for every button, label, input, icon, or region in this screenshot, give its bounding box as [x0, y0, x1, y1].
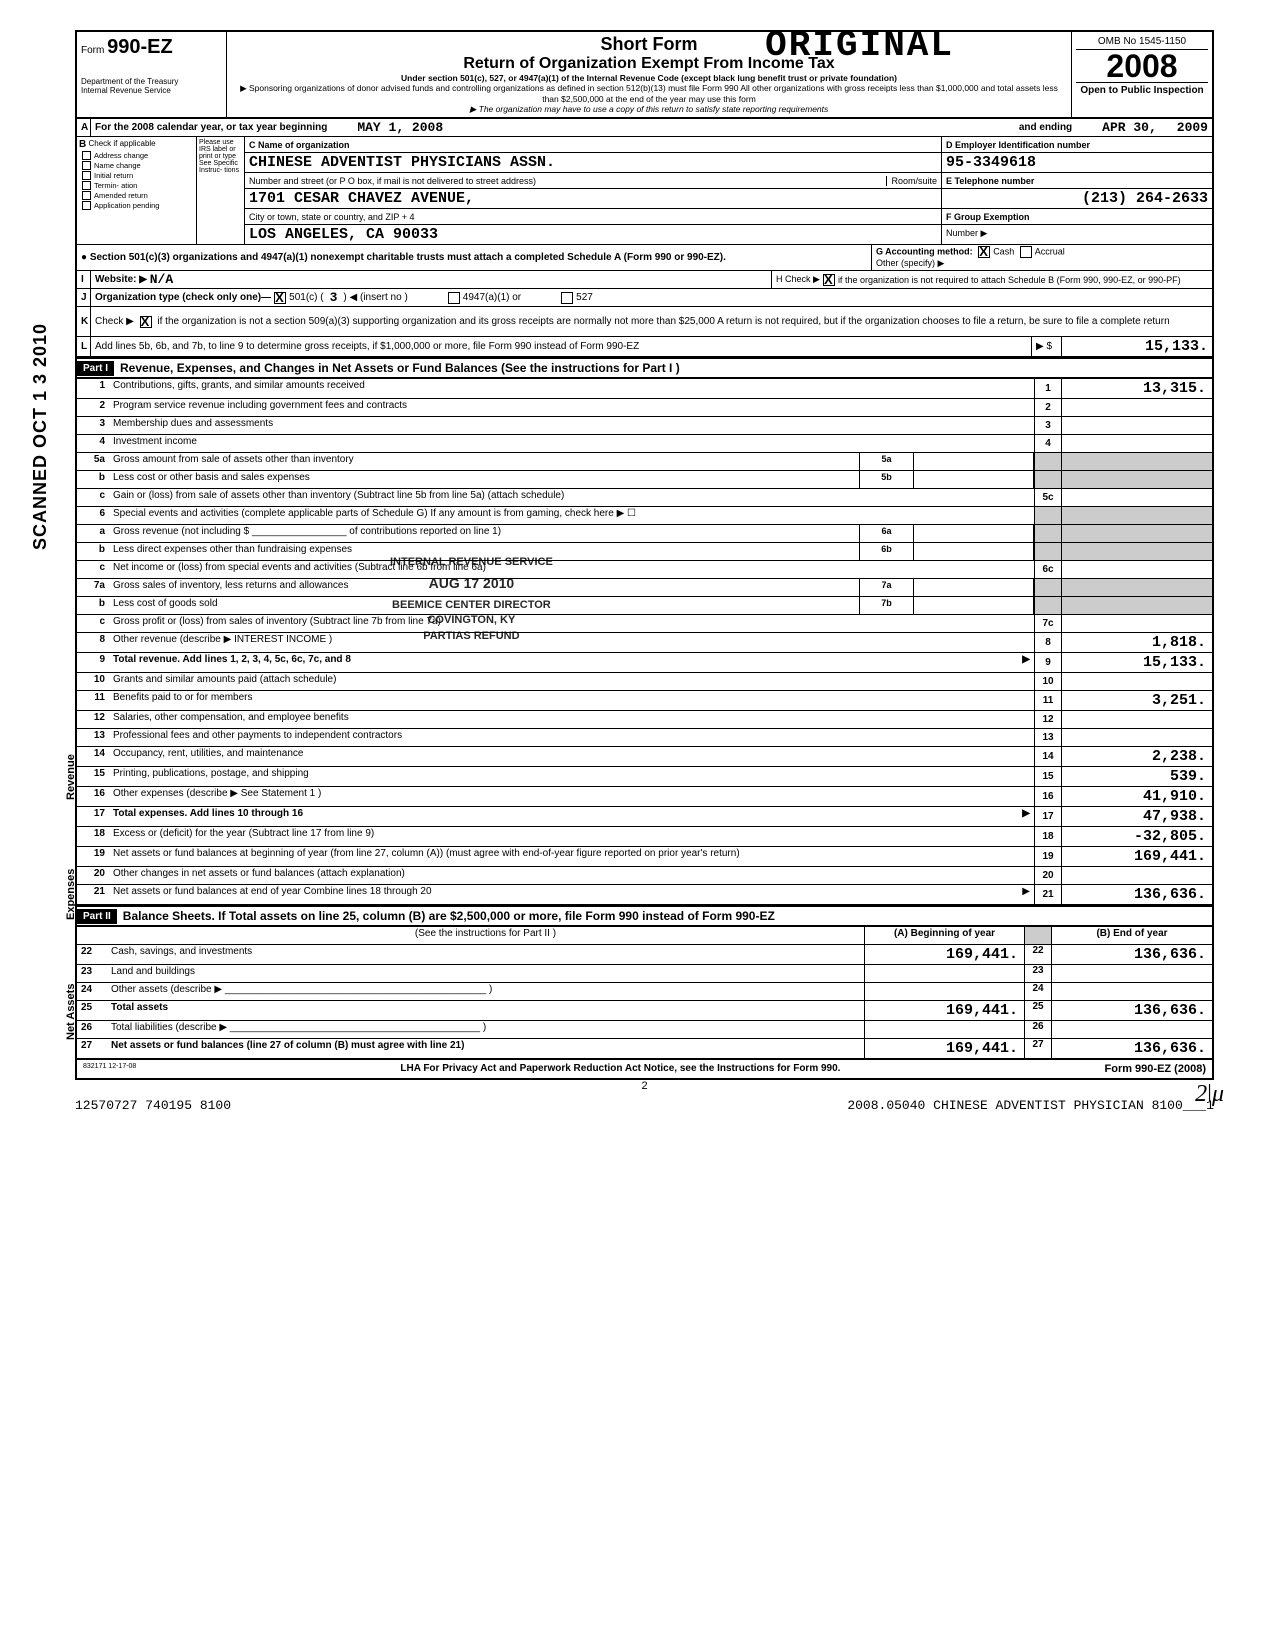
part1-line: aGross revenue (not including $ ________… — [77, 525, 1212, 543]
org-name: CHINESE ADVENTIST PHYSICIANS ASSN. — [249, 154, 555, 171]
part1-line: 5aGross amount from sale of assets other… — [77, 453, 1212, 471]
scanned-stamp: SCANNED OCT 1 3 2010 — [30, 323, 51, 550]
part1-header: Part I Revenue, Expenses, and Changes in… — [77, 357, 1212, 379]
part1-line: 10Grants and similar amounts paid (attac… — [77, 673, 1212, 691]
part2-line: 26Total liabilities (describe ▶ ________… — [77, 1021, 1212, 1039]
org-street: 1701 CESAR CHAVEZ AVENUE, — [249, 190, 474, 207]
part1-line: 18Excess or (deficit) for the year (Subt… — [77, 827, 1212, 847]
original-stamp: ORIGINAL — [765, 25, 954, 66]
part1-line: 20Other changes in net assets or fund ba… — [77, 867, 1212, 885]
handwritten-note: 2ǀμ — [1195, 1081, 1224, 1108]
part1-line: 8Other revenue (describe ▶ INTEREST INCO… — [77, 633, 1212, 653]
part2-line: 22Cash, savings, and investments169,441.… — [77, 945, 1212, 965]
part2-line: 27Net assets or fund balances (line 27 o… — [77, 1039, 1212, 1059]
part1-line: cNet income or (loss) from special event… — [77, 561, 1212, 579]
part1-line: 13Professional fees and other payments t… — [77, 729, 1212, 747]
part2-line: 25Total assets169,441.25136,636. — [77, 1001, 1212, 1021]
527-checkbox[interactable] — [561, 292, 573, 304]
form-footer: 832171 12-17-08 LHA For Privacy Act and … — [77, 1059, 1212, 1078]
check-applicable-item: Address change — [79, 151, 194, 160]
check-icon[interactable] — [82, 171, 91, 180]
check-applicable-item: Initial return — [79, 171, 194, 180]
part1-line: 12Salaries, other compensation, and empl… — [77, 711, 1212, 729]
part2-header: Part II Balance Sheets. If Total assets … — [77, 905, 1212, 927]
form-frame: Form 990-EZ Department of the Treasury I… — [75, 30, 1214, 1080]
part2-rows: 22Cash, savings, and investments169,441.… — [77, 945, 1212, 1059]
check-applicable-item: Termin- ation — [79, 181, 194, 190]
part1-line: 4Investment income4 — [77, 435, 1212, 453]
accrual-checkbox[interactable] — [1020, 246, 1032, 258]
section-b: B Check if applicable Address changeName… — [77, 137, 1212, 245]
part1-line: 19Net assets or fund balances at beginni… — [77, 847, 1212, 867]
part1-line: 2Program service revenue including gover… — [77, 399, 1212, 417]
part1-line: 1Contributions, gifts, grants, and simil… — [77, 379, 1212, 399]
part1-line: 17Total expenses. Add lines 10 through 1… — [77, 807, 1212, 827]
part1-line: 7aGross sales of inventory, less returns… — [77, 579, 1212, 597]
part1-line: 16Other expenses (describe ▶ See Stateme… — [77, 787, 1212, 807]
part1-line: 11Benefits paid to or for members113,251… — [77, 691, 1212, 711]
check-icon[interactable] — [82, 191, 91, 200]
form-header: Form 990-EZ Department of the Treasury I… — [77, 32, 1212, 119]
expenses-label: Expenses — [65, 869, 77, 920]
check-icon[interactable] — [82, 151, 91, 160]
cash-checkbox[interactable] — [978, 246, 990, 258]
org-city: LOS ANGELES, CA 90033 — [249, 226, 438, 243]
part1-line: 21Net assets or fund balances at end of … — [77, 885, 1212, 905]
part1-line: 15Printing, publications, postage, and s… — [77, 767, 1212, 787]
bottom-id: 12570727 740195 8100 2008.05040 CHINESE … — [50, 1092, 1214, 1113]
page-number: 2 — [75, 1080, 1214, 1092]
check-icon[interactable] — [82, 161, 91, 170]
part1-line: bLess cost of goods sold7b — [77, 597, 1212, 615]
check-icon[interactable] — [82, 181, 91, 190]
ein: 95-3349618 — [946, 154, 1036, 171]
part1-line: 9Total revenue. Add lines 1, 2, 3, 4, 5c… — [77, 653, 1212, 673]
part1-line: 6Special events and activities (complete… — [77, 507, 1212, 525]
line-l-amount: 15,133. — [1062, 337, 1212, 356]
phone: (213) 264-2633 — [1082, 190, 1208, 207]
part2-line: 24Other assets (describe ▶ _____________… — [77, 983, 1212, 1001]
row-k: K Check ▶ if the organization is not a s… — [77, 307, 1212, 337]
part2-colheader: (See the instructions for Part II ) (A) … — [77, 927, 1212, 945]
part1-line: bLess direct expenses other than fundrai… — [77, 543, 1212, 561]
netassets-label: Net Assets — [65, 984, 77, 1040]
check-applicable-item: Application pending — [79, 201, 194, 210]
4947-checkbox[interactable] — [448, 292, 460, 304]
part2-line: 23Land and buildings23 — [77, 965, 1212, 983]
part1-line: 14Occupancy, rent, utilities, and mainte… — [77, 747, 1212, 767]
part1-line: cGain or (loss) from sale of assets othe… — [77, 489, 1212, 507]
h-checkbox[interactable] — [823, 274, 835, 286]
check-icon[interactable] — [82, 201, 91, 210]
501c-checkbox[interactable] — [274, 292, 286, 304]
row-g: ● Section 501(c)(3) organizations and 49… — [77, 245, 1212, 271]
revenue-label: Revenue — [65, 754, 77, 800]
part1-line: cGross profit or (loss) from sales of in… — [77, 615, 1212, 633]
check-applicable-item: Name change — [79, 161, 194, 170]
row-ih: I Website: ▶ N/A H Check ▶ if the organi… — [77, 271, 1212, 289]
part1-line: bLess cost or other basis and sales expe… — [77, 471, 1212, 489]
check-applicable-item: Amended return — [79, 191, 194, 200]
row-l: L Add lines 5b, 6b, and 7b, to line 9 to… — [77, 337, 1212, 357]
line-a: A For the 2008 calendar year, or tax yea… — [77, 119, 1212, 137]
part1-lines: 1Contributions, gifts, grants, and simil… — [77, 379, 1212, 905]
part1-line: 3Membership dues and assessments3 — [77, 417, 1212, 435]
k-checkbox[interactable] — [140, 316, 152, 328]
irs-received-stamp: INTERNAL REVENUE SERVICE AUG 17 2010 BEE… — [390, 555, 553, 644]
row-j: J Organization type (check only one)— 50… — [77, 289, 1212, 307]
